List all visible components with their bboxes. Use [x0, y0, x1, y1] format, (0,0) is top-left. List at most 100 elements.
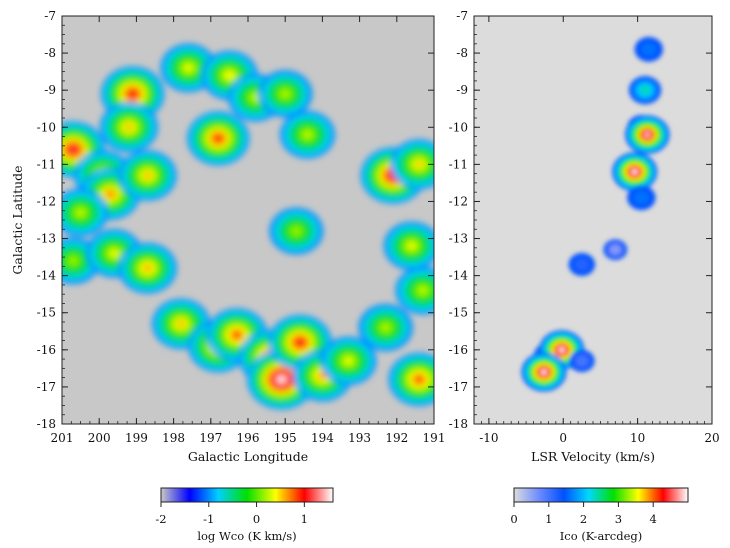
left-y-tick-label: -12 [37, 194, 56, 208]
right-y-tick-label: -10 [449, 120, 468, 134]
right-cloud-peak-1 [628, 76, 662, 105]
left-x-tick-label: 192 [385, 431, 408, 445]
left-colorbar-tick-label: 0 [253, 512, 260, 526]
right-cloud-peak-layer [633, 191, 650, 205]
left-cloud-peak-layer [302, 130, 313, 139]
left-cloud-peak-layer [380, 322, 391, 333]
left-cloud-peak-layer [109, 249, 119, 258]
left-cloud-peak-layer [250, 93, 261, 102]
left-x-tick-label: 195 [274, 431, 297, 445]
left-cloud-peak-19 [383, 221, 434, 271]
left-cloud-peak-29 [388, 352, 434, 406]
right-x-tick-label: -10 [479, 431, 498, 445]
right-cloud-peak-11 [569, 349, 595, 372]
left-y-tick-label: -10 [37, 120, 56, 134]
right-colorbar-ramp [513, 487, 689, 503]
right-colorbar-tick-label: 0 [510, 512, 517, 526]
left-x-tick-label: 193 [348, 431, 371, 445]
left-colorbar-ramp [160, 487, 334, 503]
left-cloud-peak-layer [214, 135, 222, 142]
right-colorbar-title: Ico (K-arcdeg) [560, 529, 643, 543]
right-cloud-peak-layer [640, 86, 650, 95]
left-cloud-peak-layer [124, 123, 134, 131]
left-x-tick-label: 201 [51, 431, 74, 445]
right-cloud-peak-7 [568, 253, 596, 276]
right-colorbar-tick-label: 3 [615, 512, 622, 526]
right-cloud-peak-layer [541, 369, 547, 375]
left-x-tick-label: 198 [162, 431, 185, 445]
left-y-tick-label: -17 [37, 380, 56, 394]
left-cloud-peak-23 [206, 308, 268, 362]
right-y-tick-label: -12 [449, 194, 468, 208]
left-y-tick-label: -15 [37, 306, 56, 320]
left-x-axis-title: Galactic Longitude [188, 449, 308, 464]
right-y-tick-label: -15 [449, 306, 468, 320]
right-cloud-peak-layer [574, 258, 590, 271]
right-axis-ticks: -10 0 10 20 -7 -8 -9 -10 -11 -12 -13 -14 -15 -16 -17 -1… [449, 9, 720, 445]
right-y-tick-label: -18 [449, 417, 468, 431]
left-cloud-peak-layer [343, 356, 354, 365]
left-cloud-peak-layer [415, 376, 424, 383]
left-y-axis-title: Galactic Latitude [10, 165, 25, 274]
left-cloud-peak-layer [414, 160, 424, 169]
right-cloud-peak-layer [644, 132, 650, 137]
right-map-panel: -10 0 10 20 -7 -8 -9 -10 -11 -12 -13 -14 -15 -16 -17 -1… [449, 9, 720, 464]
left-cloud-peak-layer [296, 339, 304, 346]
left-cloud-peak-28 [320, 336, 377, 386]
left-cloud-peak-18 [390, 139, 434, 190]
right-cloud-peak-layer [641, 42, 657, 57]
left-cloud-peak-20 [395, 266, 434, 315]
right-cloud-peak-3 [625, 115, 670, 155]
right-x-tick-label: 0 [559, 431, 567, 445]
left-colorbar-title: log Wco (K km/s) [197, 529, 296, 543]
left-colorbar-tick-label: -1 [203, 512, 214, 526]
left-x-tick-label: 200 [88, 431, 111, 445]
left-y-tick-label: -7 [44, 9, 56, 23]
left-cloud-peak-layer [176, 320, 186, 328]
left-x-tick-label: 199 [125, 431, 148, 445]
right-colorbar-tick-label: 2 [580, 512, 587, 526]
left-cloud-peak-layer [183, 63, 194, 72]
left-cloud-peak-7 [187, 111, 250, 166]
left-y-tick-label: -11 [37, 157, 56, 171]
left-cloud-peak-16 [269, 207, 324, 255]
left-colorbar-tick-label: -2 [155, 512, 166, 526]
left-x-tick-label: 194 [311, 431, 334, 445]
right-colorbar-ticks: 0 1 2 3 4 [510, 502, 657, 526]
left-cloud-peak-10 [258, 70, 313, 118]
left-y-tick-label: -9 [44, 83, 56, 97]
left-axis-ticks: 201 200 199 198 197 196 195 194 193 192 191 -7 -8 -9 -… [37, 9, 446, 445]
right-y-tick-label: -11 [449, 157, 468, 171]
left-cloud-peak-21 [152, 298, 210, 350]
right-y-tick-label: -16 [449, 343, 468, 357]
left-y-tick-label: -14 [37, 269, 57, 283]
left-cloud-peak-layer [67, 256, 79, 266]
left-cloud-peak-layer [128, 90, 137, 98]
left-y-tick-label: -13 [37, 232, 56, 246]
right-cloud-peak-layer [632, 169, 638, 174]
right-cloud-peak-10 [521, 352, 567, 392]
left-cloud-emission [62, 43, 434, 410]
left-cloud-peak-layer [106, 190, 115, 198]
right-y-tick-label: -7 [456, 9, 468, 23]
right-cloud-peak-layer [574, 354, 589, 367]
left-colorbar-tick-label: 1 [301, 512, 308, 526]
left-cloud-peak-11 [280, 110, 335, 159]
left-cloud-peak-layer [69, 146, 77, 153]
left-cloud-peak-3 [101, 66, 165, 122]
left-colorbar-ticks: -2 -1 0 1 [155, 502, 308, 526]
right-cloud-peak-layer [608, 244, 622, 256]
left-cloud-peak-layer [291, 226, 302, 236]
right-x-tick-label: 20 [704, 431, 719, 445]
left-cloud-peak-layer [407, 241, 417, 251]
left-x-tick-label: 196 [237, 431, 260, 445]
left-cloud-peak-15 [118, 242, 177, 294]
right-cloud-peak-6 [603, 239, 628, 260]
left-cloud-peak-12 [62, 188, 108, 237]
left-cloud-peak-4 [100, 102, 158, 153]
left-cloud-peak-layer [232, 331, 241, 339]
left-x-tick-label: 197 [199, 431, 222, 445]
left-cloud-peak-5 [118, 150, 177, 201]
left-map-panel: 201 200 199 198 197 196 195 194 193 192 191 -7 -8 -9 -… [10, 9, 446, 464]
